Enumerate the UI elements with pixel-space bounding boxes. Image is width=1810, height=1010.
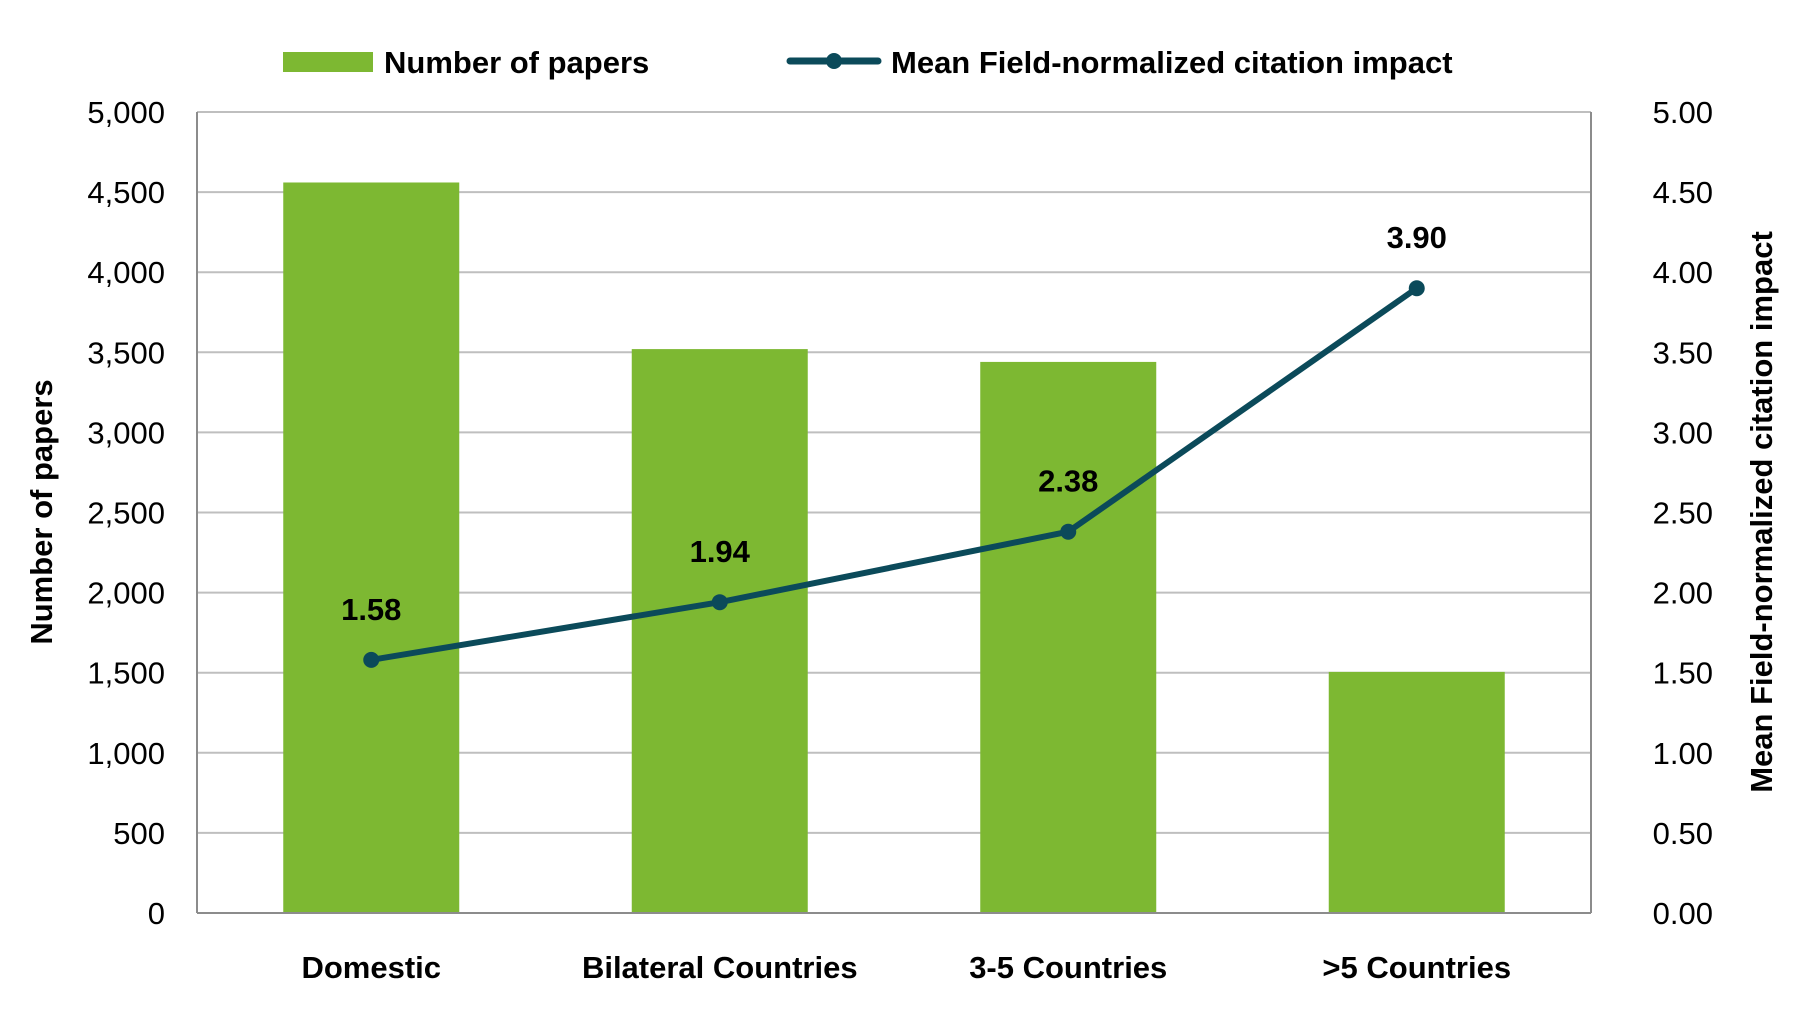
x-category-labels: Domestic Bilateral Countries 3-5 Countries… [301,950,1511,985]
legend: Number of papers Mean Field-normalized c… [283,45,1453,80]
left-tick-label: 2,000 [87,576,165,611]
category-label: 3-5 Countries [969,950,1167,985]
category-label: Bilateral Countries [582,950,858,985]
bar [631,349,808,913]
right-tick-label: 4.00 [1653,255,1713,290]
data-label: 3.90 [1387,220,1447,255]
bars [283,182,1505,913]
legend-line-marker-icon [826,53,842,69]
right-tick-label: 0.00 [1653,896,1713,931]
left-tick-label: 3,500 [87,335,165,370]
left-tick-label: 4,500 [87,175,165,210]
left-tick-label: 5,000 [87,95,165,130]
right-tick-label: 4.50 [1653,175,1713,210]
data-label: 1.58 [341,592,401,627]
right-tick-label: 3.00 [1653,415,1713,450]
right-tick-label: 1.00 [1653,736,1713,771]
left-tick-label: 1,000 [87,736,165,771]
right-tick-label: 0.50 [1653,816,1713,851]
line-marker-icon [363,651,380,668]
citation-impact-line [370,285,1419,663]
bar [1328,671,1505,913]
right-tick-label: 2.50 [1653,496,1713,531]
left-tick-label: 1,500 [87,656,165,691]
data-label: 2.38 [1038,464,1098,499]
left-tick-label: 500 [113,816,165,851]
bar [980,361,1157,913]
plot-frame [196,112,1592,914]
line-marker-icon [711,594,728,611]
legend-bar-swatch [283,52,373,72]
right-y-ticks: 0.00 0.50 1.00 1.50 2.00 2.50 3.00 3.50 4.00 4.50… [1653,95,1713,931]
right-tick-label: 5.00 [1653,95,1713,130]
category-label: Domestic [301,950,441,985]
line-series [363,280,1425,668]
line-marker-icon [1408,280,1425,297]
bar [283,182,460,913]
right-tick-label: 1.50 [1653,656,1713,691]
data-labels: 1.58 1.94 2.38 3.90 [341,220,1447,627]
right-axis-title: Mean Field-normalized citation impact [1744,231,1779,793]
left-tick-label: 0 [148,896,165,931]
data-label: 1.94 [690,534,751,569]
left-tick-label: 4,000 [87,255,165,290]
right-tick-label: 3.50 [1653,335,1713,370]
left-y-ticks: 0 500 1,000 1,500 2,000 2,500 3,000 3,500 4,000 4… [87,95,165,931]
legend-line-label: Mean Field-normalized citation impact [891,45,1453,80]
left-tick-label: 2,500 [87,496,165,531]
legend-bar-label: Number of papers [384,45,649,80]
right-tick-label: 2.00 [1653,576,1713,611]
left-tick-label: 3,000 [87,415,165,450]
line-marker-icon [1060,523,1077,540]
left-axis-title: Number of papers [24,379,59,644]
category-label: >5 Countries [1322,950,1511,985]
